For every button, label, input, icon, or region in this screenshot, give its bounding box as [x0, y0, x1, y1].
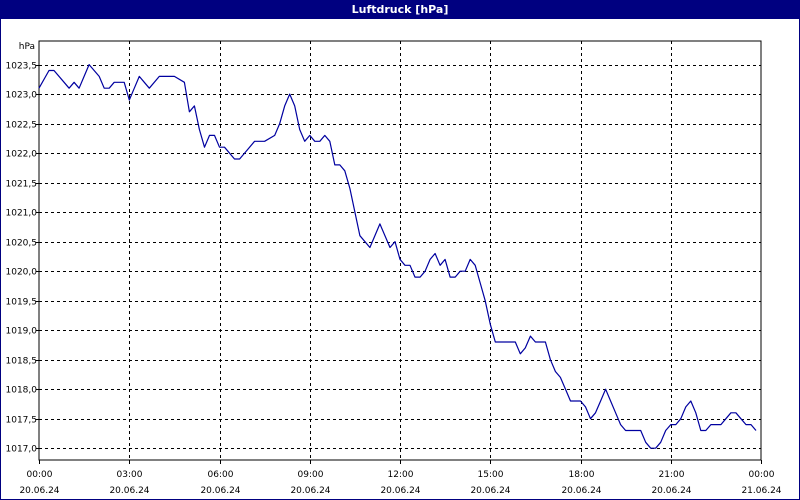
y-tick-label: 1022,5	[6, 121, 38, 131]
x-tick-label-date: 20.06.24	[200, 486, 240, 496]
chart-title: Luftdruck [hPa]	[1, 1, 799, 19]
x-tick-label-date: 20.06.24	[19, 486, 59, 496]
y-tick-label: 1019,5	[6, 298, 38, 308]
x-tick-label-date: 20.06.24	[651, 486, 691, 496]
x-tick-label-date: 20.06.24	[380, 486, 420, 496]
y-tick-label: 1022,0	[6, 150, 38, 160]
x-tick-label-time: 03:00	[117, 470, 143, 480]
y-tick-label: 1017,0	[6, 445, 38, 455]
x-tick-label-date: 20.06.24	[290, 486, 330, 496]
x-tick-label-time: 00:00	[27, 470, 53, 480]
y-tick-label: 1021,5	[6, 180, 38, 190]
y-tick-label: 1018,5	[6, 357, 38, 367]
x-tick-label-time: 18:00	[569, 470, 595, 480]
y-tick-label: 1021,0	[6, 209, 38, 219]
x-tick-label-time: 21:00	[659, 470, 685, 480]
x-tick-label-date: 21.06.24	[741, 486, 781, 496]
pressure-series-line	[38, 63, 757, 449]
x-tick-label-date: 20.06.24	[470, 486, 510, 496]
y-tick-label: 1020,0	[6, 268, 38, 278]
y-tick-label: 1018,0	[6, 386, 38, 396]
x-tick-label-time: 06:00	[208, 470, 234, 480]
y-tick-label: 1019,0	[6, 327, 38, 337]
x-tick-label-time: 09:00	[298, 470, 324, 480]
x-tick-label-date: 20.06.24	[561, 486, 601, 496]
y-tick-label: 1023,0	[6, 91, 38, 101]
x-tick-label-time: 15:00	[478, 470, 504, 480]
y-axis-unit-label: hPa	[19, 42, 35, 52]
x-tick-label-time: 00:00	[749, 470, 775, 480]
y-tick-label: 1023,5	[6, 62, 38, 72]
x-tick-label-time: 12:00	[388, 470, 414, 480]
x-tick-label-date: 20.06.24	[109, 486, 149, 496]
y-tick-label: 1020,5	[6, 239, 38, 249]
y-tick-label: 1017,5	[6, 416, 38, 426]
